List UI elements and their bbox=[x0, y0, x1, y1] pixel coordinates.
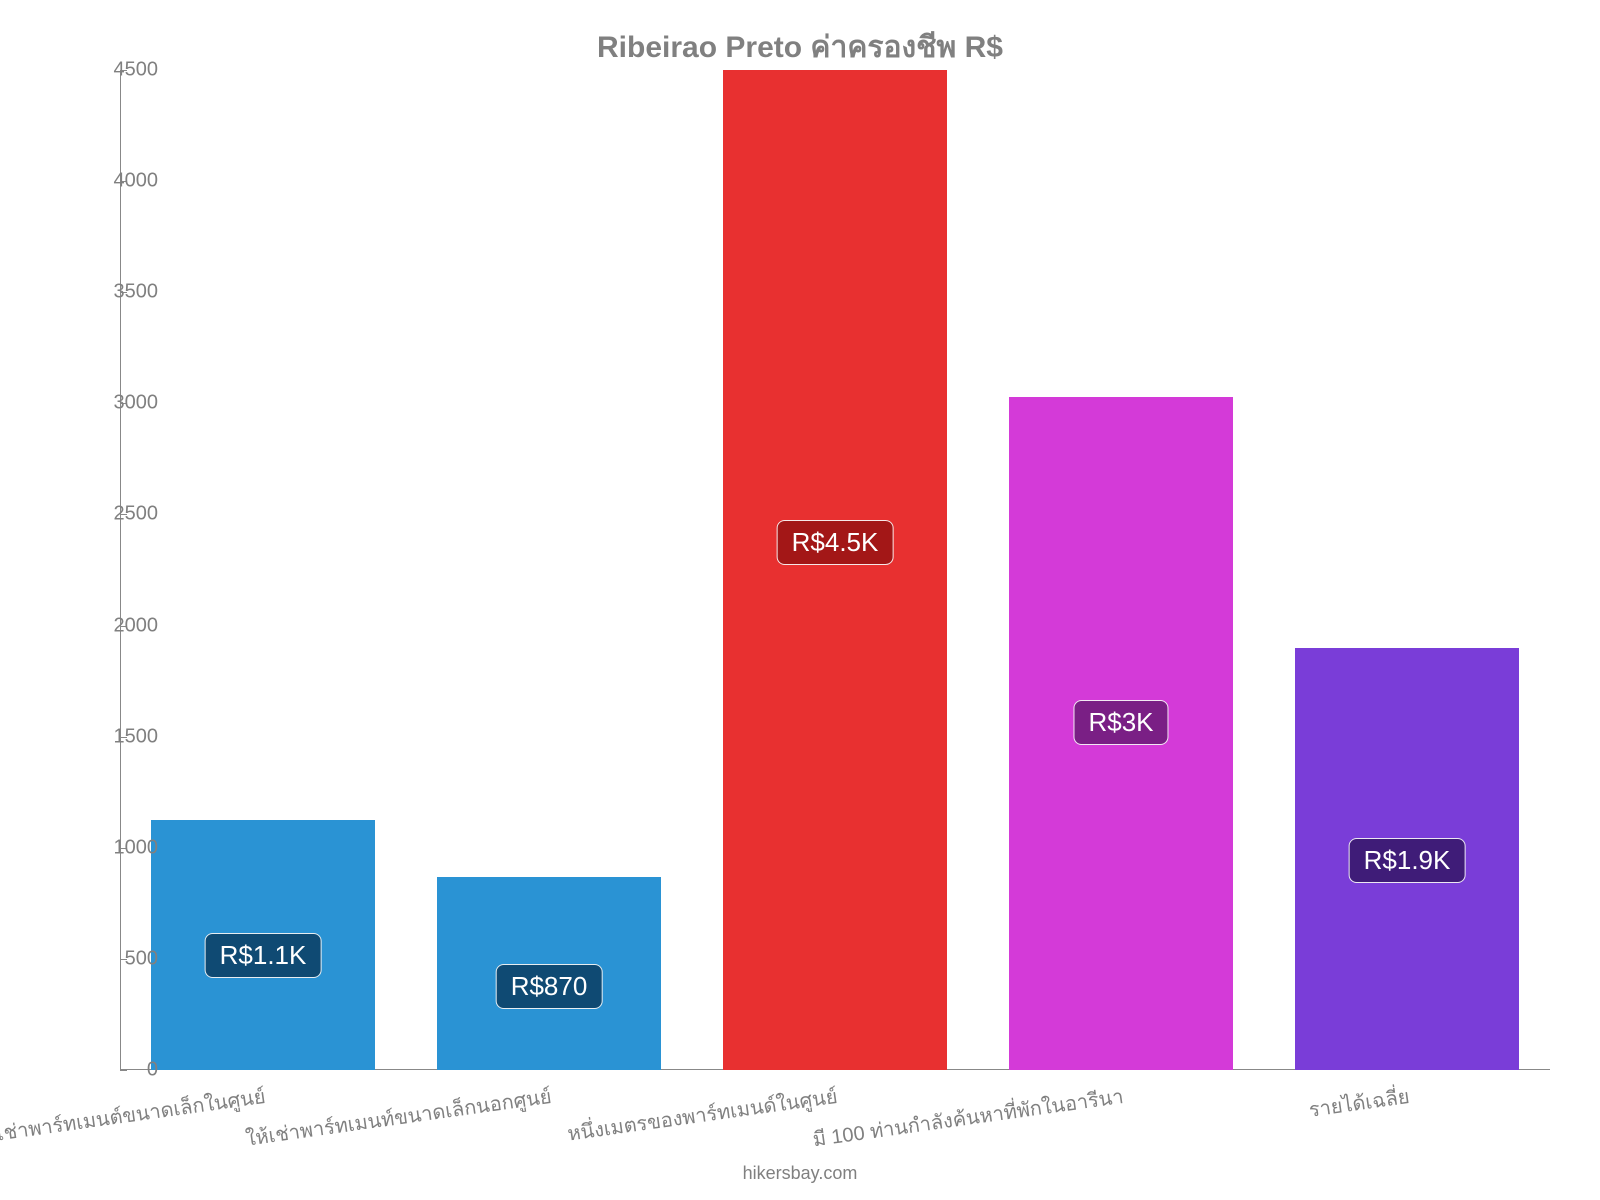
credit-text: hikersbay.com bbox=[0, 1163, 1600, 1184]
y-tick-label: 500 bbox=[125, 947, 158, 970]
bar-value-badge: R$3K bbox=[1073, 700, 1168, 745]
chart-title: Ribeirao Preto ค่าครองชีพ R$ bbox=[0, 24, 1600, 71]
x-tick-label: ให้เช่าพาร์ทเมนต์ขนาดเล็กในศูนย์ bbox=[0, 1080, 267, 1153]
y-tick-label: 2500 bbox=[114, 503, 159, 526]
x-tick-label: มี 100 ท่านกำลังค้นหาที่พักในอารีนา bbox=[811, 1080, 1126, 1155]
x-tick-label: รายได้เฉลี่ย bbox=[1307, 1080, 1412, 1126]
y-tick-label: 0 bbox=[147, 1059, 158, 1082]
bars-container: R$1.1K R$870 R$4.5K R$3K R$1.9K bbox=[120, 70, 1550, 1070]
y-tick-label: 3500 bbox=[114, 281, 159, 304]
plot-area: R$1.1K R$870 R$4.5K R$3K R$1.9K bbox=[120, 70, 1550, 1070]
x-tick-label: ให้เช่าพาร์ทเมนท์ขนาดเล็กนอกศูนย์ bbox=[244, 1080, 554, 1155]
y-tick-label: 4500 bbox=[114, 59, 159, 82]
bar-value-badge: R$4.5K bbox=[777, 520, 894, 565]
y-tick-label: 1500 bbox=[114, 725, 159, 748]
y-tick-label: 2000 bbox=[114, 614, 159, 637]
cost-of-living-chart: Ribeirao Preto ค่าครองชีพ R$ R$1.1K R$870… bbox=[0, 0, 1600, 1200]
bar bbox=[723, 70, 946, 1070]
bar-value-badge: R$1.9K bbox=[1349, 838, 1466, 883]
y-tick-label: 1000 bbox=[114, 836, 159, 859]
bar-value-badge: R$870 bbox=[496, 964, 603, 1009]
bar-value-badge: R$1.1K bbox=[205, 933, 322, 978]
y-tick-label: 3000 bbox=[114, 392, 159, 415]
y-tick-label: 4000 bbox=[114, 170, 159, 193]
y-tick bbox=[120, 1070, 127, 1071]
x-tick-label: หนึ่งเมตรของพาร์ทเมนด์ในศูนย์ bbox=[565, 1080, 839, 1150]
